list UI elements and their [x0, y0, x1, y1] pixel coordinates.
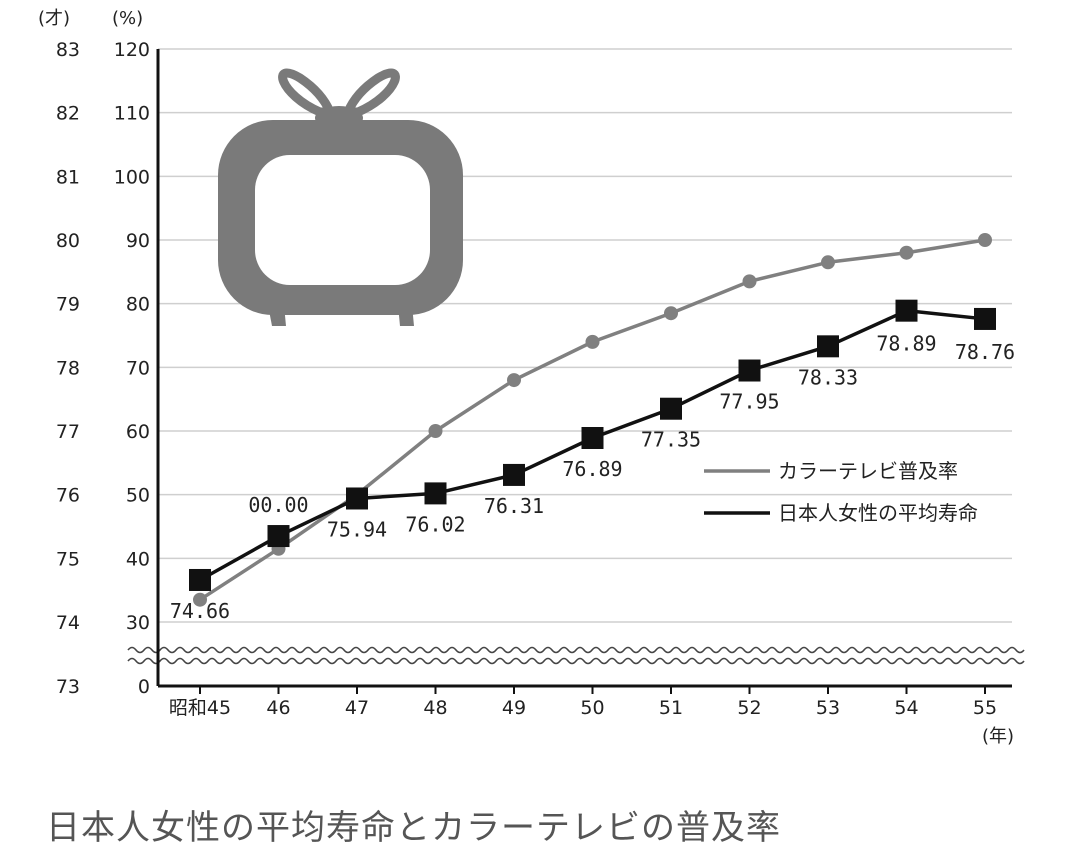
- life-point: [346, 487, 368, 510]
- data-label: 78.33: [798, 365, 858, 389]
- axis-tick-labels: 73 74 75 76 77 78 79 80 81 82 83 0 30 40 50 60 70 80 90 100…: [38, 8, 1014, 747]
- x-axis-unit: (年): [982, 726, 1014, 747]
- data-label: 76.89: [562, 457, 622, 481]
- x-tick-label: 55: [973, 697, 997, 719]
- y-tick-label-age: 83: [56, 39, 80, 61]
- y-tick-label-age: 81: [56, 166, 80, 188]
- y-tick-label-pct: 120: [114, 39, 150, 61]
- data-label: 74.66: [170, 599, 230, 623]
- life-point: [738, 359, 761, 382]
- age-axis-unit: (才): [38, 8, 70, 29]
- axis-break-line: [127, 657, 1025, 665]
- y-tick-label-age: 80: [56, 230, 80, 252]
- tv-point: [428, 424, 443, 438]
- tv-point: [664, 306, 678, 321]
- y-tick-label-pct: 110: [114, 103, 150, 125]
- tv-point: [899, 245, 914, 260]
- life-point: [581, 427, 604, 450]
- data-label: 77.35: [641, 428, 701, 452]
- tv-icon: [218, 68, 463, 326]
- data-label: 78.76: [955, 340, 1015, 364]
- x-tick-label: 47: [345, 697, 369, 719]
- y-tick-label-age: 78: [56, 357, 80, 379]
- y-tick-label-pct: 30: [126, 612, 150, 634]
- y-tick-label-pct: 100: [114, 166, 150, 188]
- data-label: 76.02: [405, 512, 465, 536]
- tv-point: [193, 592, 207, 607]
- y-tick-label-age: 79: [56, 294, 80, 316]
- pct-axis-unit: (%): [112, 8, 143, 29]
- life-point: [895, 299, 918, 322]
- tv-point: [507, 373, 521, 388]
- data-label: 78.89: [876, 332, 936, 356]
- tv-point: [742, 274, 757, 289]
- chart: 73 74 75 76 77 78 79 80 81 82 83 0 30 40 50 60 70 80 90 100…: [38, 8, 1025, 747]
- x-tick-label: 46: [266, 697, 290, 719]
- life-point: [424, 482, 447, 505]
- life-point: [267, 525, 290, 548]
- series-layer: 74.66 00.00 75.94 76.02 76.31 76.89 77.35 77.95…: [170, 233, 1015, 623]
- caption: 日本人女性の平均寿命とカラーテレビの普及率: [46, 808, 781, 848]
- tv-point: [821, 255, 835, 270]
- life-point: [660, 397, 682, 420]
- tv-point: [978, 233, 992, 247]
- x-tick-label: 48: [423, 697, 447, 719]
- life-point: [974, 307, 996, 330]
- y-tick-label-pct: 80: [126, 294, 150, 316]
- y-tick-label-pct: 40: [126, 548, 150, 570]
- y-tick-label-age: 77: [56, 421, 80, 443]
- legend-label-tv: カラーテレビ普及率: [778, 459, 958, 483]
- axis-break-line: [127, 646, 1025, 654]
- y-tick-label-pct: 60: [126, 421, 150, 443]
- x-tick-label: 52: [737, 697, 761, 719]
- legend-label-life: 日本人女性の平均寿命: [778, 501, 978, 525]
- y-tick-label-pct: 0: [138, 676, 150, 698]
- y-tick-label-pct: 90: [126, 230, 150, 252]
- x-tick-label: 50: [580, 697, 604, 719]
- x-tick-label: 54: [894, 697, 918, 719]
- y-tick-label-pct: 70: [126, 357, 150, 379]
- data-label: 76.31: [484, 494, 544, 518]
- y-tick-label-age: 76: [56, 485, 80, 507]
- data-label: 77.95: [719, 390, 779, 414]
- y-tick-label-age: 74: [56, 612, 80, 634]
- y-tick-label-age: 75: [56, 548, 80, 570]
- life-point: [189, 568, 211, 591]
- tv-point: [585, 334, 600, 349]
- data-label: 00.00: [248, 493, 308, 517]
- y-tick-label-pct: 50: [126, 485, 150, 507]
- x-tick-label: 昭和45: [169, 697, 231, 719]
- x-tick-label: 51: [659, 697, 683, 719]
- life-point: [503, 463, 525, 486]
- x-tick-label: 53: [816, 697, 840, 719]
- data-label: 75.94: [327, 517, 387, 541]
- y-tick-label-age: 73: [56, 676, 80, 698]
- y-tick-label-age: 82: [56, 103, 80, 125]
- x-tick-label: 49: [502, 697, 526, 719]
- life-point: [817, 335, 839, 358]
